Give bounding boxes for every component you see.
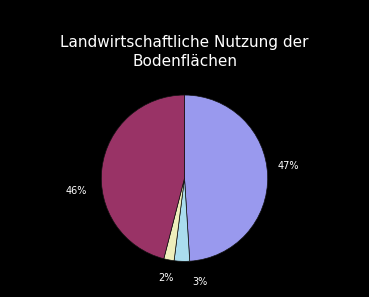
Title: Landwirtschaftliche Nutzung der
Bodenflächen: Landwirtschaftliche Nutzung der Bodenflä…: [60, 35, 309, 69]
Wedge shape: [174, 178, 190, 261]
Text: 3%: 3%: [192, 277, 207, 287]
Wedge shape: [164, 178, 184, 261]
Text: 46%: 46%: [66, 186, 87, 196]
Text: 2%: 2%: [159, 273, 174, 283]
Wedge shape: [184, 95, 268, 261]
Text: 47%: 47%: [278, 161, 299, 171]
Wedge shape: [101, 95, 184, 259]
